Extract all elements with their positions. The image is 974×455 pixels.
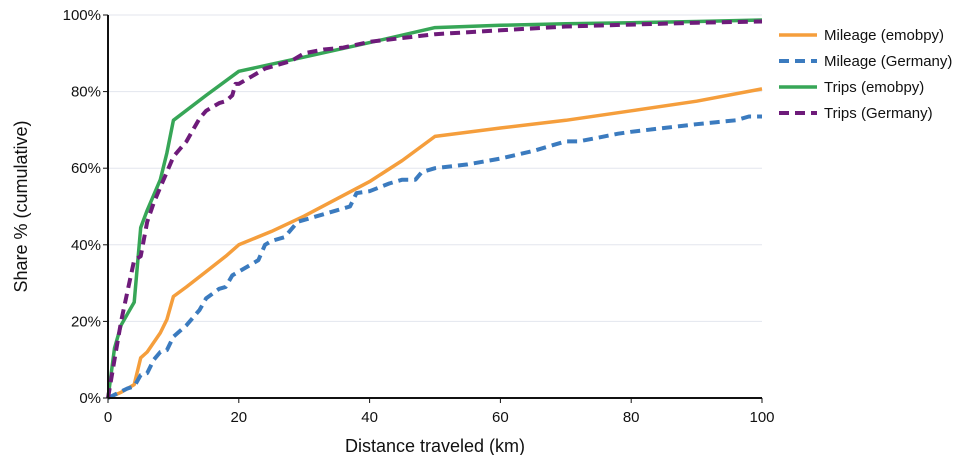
x-tick-label-5: 100: [749, 409, 774, 426]
y-axis-title: Share % (cumulative): [11, 120, 31, 292]
legend-label-3: Trips (Germany): [824, 105, 933, 122]
x-tick-label-1: 20: [230, 409, 247, 426]
y-tick-label-1: 20%: [71, 313, 101, 330]
x-tick-label-0: 0: [104, 409, 112, 426]
y-tick-label-2: 40%: [71, 237, 101, 254]
legend-label-2: Trips (emobpy): [824, 79, 924, 96]
series-lines: [106, 18, 763, 400]
tick-labels: 0 20 40 60 80 100 0% 20% 40% 60% 80% 100%: [63, 7, 775, 426]
x-tick-label-3: 60: [492, 409, 509, 426]
series-line-1: [107, 114, 762, 400]
y-tick-label-5: 100%: [63, 7, 101, 24]
legend: Mileage (emobpy) Mileage (Germany) Trips (…: [779, 27, 952, 122]
y-tick-label-4: 80%: [71, 84, 101, 101]
legend-label-1: Mileage (Germany): [824, 53, 952, 70]
x-tick-label-4: 80: [623, 409, 640, 426]
series-line-0: [107, 87, 763, 400]
y-tick-label-3: 60%: [71, 160, 101, 177]
series-line-3: [106, 19, 763, 399]
x-tick-label-2: 40: [361, 409, 378, 426]
y-tick-label-0: 0%: [79, 390, 101, 407]
series-line-2: [106, 18, 763, 399]
x-axis-title: Distance traveled (km): [345, 436, 525, 455]
legend-label-0: Mileage (emobpy): [824, 27, 944, 44]
axes: [107, 15, 762, 399]
